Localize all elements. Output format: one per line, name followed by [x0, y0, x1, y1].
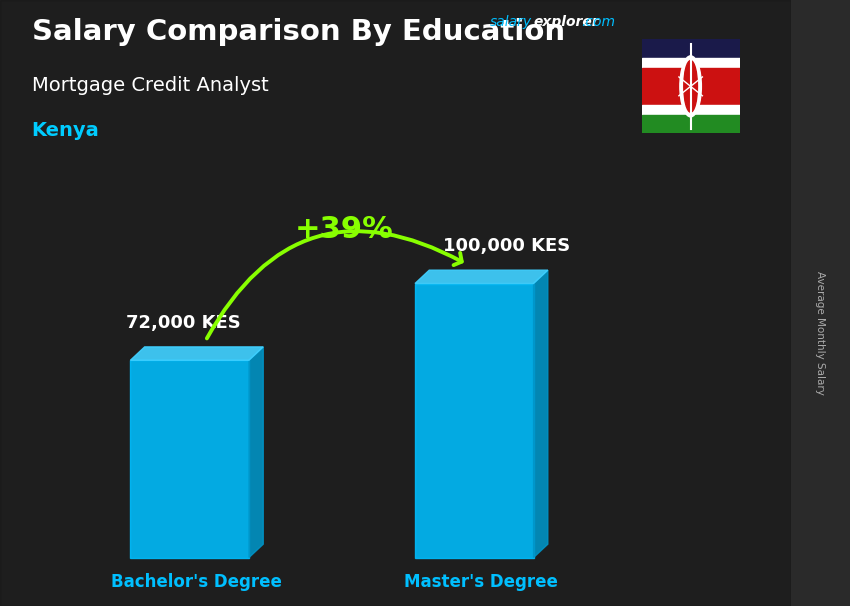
- Text: 100,000 KES: 100,000 KES: [443, 237, 570, 255]
- Text: Master's Degree: Master's Degree: [405, 573, 558, 591]
- Ellipse shape: [680, 56, 701, 117]
- Text: explorer: explorer: [534, 15, 599, 29]
- Text: .com: .com: [581, 15, 615, 29]
- Bar: [642, 105, 740, 115]
- Polygon shape: [415, 270, 547, 284]
- Text: Salary Comparison By Education: Salary Comparison By Education: [31, 18, 564, 46]
- Bar: [642, 58, 740, 67]
- Bar: [642, 39, 740, 58]
- Text: Mortgage Credit Analyst: Mortgage Credit Analyst: [31, 76, 269, 95]
- Polygon shape: [534, 270, 547, 558]
- Bar: [642, 115, 740, 133]
- Text: Kenya: Kenya: [31, 121, 99, 140]
- Polygon shape: [249, 347, 264, 558]
- Bar: [642, 67, 740, 105]
- Bar: [130, 360, 249, 558]
- Text: Bachelor's Degree: Bachelor's Degree: [111, 573, 282, 591]
- Ellipse shape: [683, 61, 698, 112]
- Text: 72,000 KES: 72,000 KES: [127, 314, 241, 331]
- Text: salary: salary: [490, 15, 532, 29]
- Text: +39%: +39%: [294, 215, 394, 244]
- Polygon shape: [130, 347, 264, 360]
- Bar: [415, 284, 534, 558]
- Text: Average Monthly Salary: Average Monthly Salary: [815, 271, 825, 395]
